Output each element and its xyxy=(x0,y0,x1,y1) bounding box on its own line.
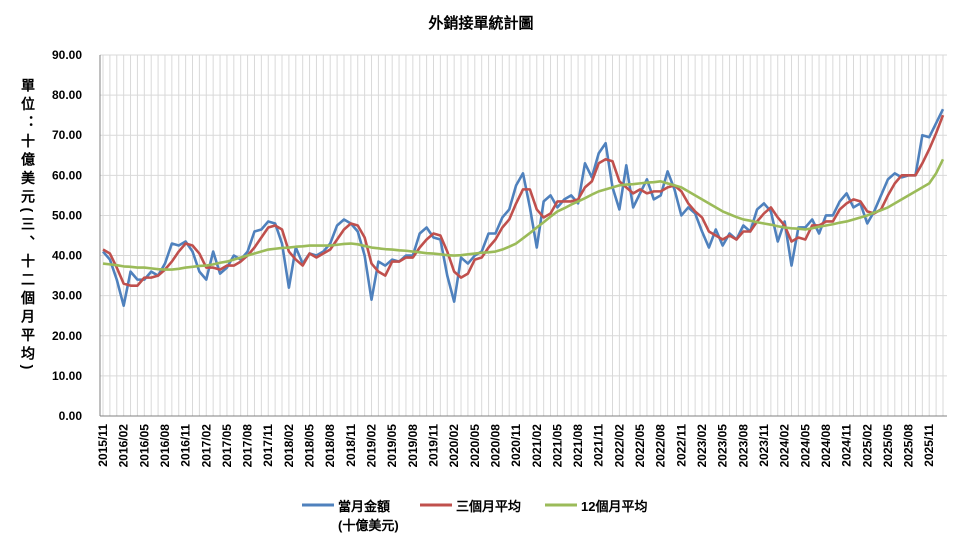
x-tick-label: 2022/05 xyxy=(633,424,647,468)
y-tick-label: 70.00 xyxy=(52,128,82,142)
x-tick-label: 2016/05 xyxy=(137,424,151,468)
x-tick-label: 2017/08 xyxy=(241,424,255,468)
x-tick-label: 2021/02 xyxy=(530,424,544,468)
x-tick-label: 2018/02 xyxy=(282,424,296,468)
legend-label: 12個月平均 xyxy=(581,499,648,514)
x-tick-label: 2017/05 xyxy=(220,424,234,468)
x-tick-label: 2025/08 xyxy=(902,424,916,468)
x-tick-label: 2023/05 xyxy=(716,424,730,468)
x-tick-label: 2019/05 xyxy=(385,424,399,468)
x-tick-label: 2025/05 xyxy=(881,424,895,468)
x-tick-label: 2020/02 xyxy=(447,424,461,468)
x-tick-label: 2018/11 xyxy=(344,424,358,467)
y-tick-label: 90.00 xyxy=(52,48,82,62)
x-tick-label: 2024/08 xyxy=(819,424,833,468)
y-tick-label: 30.00 xyxy=(52,289,82,303)
legend-label: 三個月平均 xyxy=(456,499,522,514)
x-tick-label: 2022/11 xyxy=(674,424,688,467)
x-tick-label: 2020/11 xyxy=(509,424,523,467)
x-tick-label: 2019/11 xyxy=(426,424,440,467)
series-line xyxy=(102,158,945,271)
y-tick-label: 0.00 xyxy=(59,409,83,423)
series-line xyxy=(102,114,945,287)
x-tick-label: 2020/05 xyxy=(468,424,482,468)
x-tick-label: 2025/11 xyxy=(922,424,936,467)
x-tick-label: 2017/02 xyxy=(199,424,213,468)
x-tick-label: 2025/02 xyxy=(860,424,874,468)
x-tick-label: 2016/08 xyxy=(158,424,172,468)
x-tick-label: 2015/11 xyxy=(96,424,110,467)
x-tick-label: 2021/11 xyxy=(592,424,606,467)
x-tick-label: 2020/08 xyxy=(488,424,502,468)
x-tick-label: 2023/11 xyxy=(757,424,771,467)
x-tick-label: 2021/05 xyxy=(550,424,564,468)
x-tick-label: 2024/02 xyxy=(778,424,792,468)
x-tick-label: 2018/05 xyxy=(303,424,317,468)
y-axis-label: 單位：十億美元(三、十二個月平均) xyxy=(20,78,36,374)
y-tick-label: 80.00 xyxy=(52,88,82,102)
y-tick-label: 60.00 xyxy=(52,168,82,182)
x-tick-label: 2023/08 xyxy=(736,424,750,468)
chart-title: 外銷接單統計圖 xyxy=(427,14,533,32)
x-tick-label: 2018/08 xyxy=(323,424,337,468)
x-tick-label: 2017/11 xyxy=(261,424,275,467)
x-tick-label: 2016/11 xyxy=(179,424,193,467)
x-tick-label: 2024/05 xyxy=(798,424,812,468)
x-tick-label: 2024/11 xyxy=(840,424,854,467)
x-tick-label: 2021/08 xyxy=(571,424,585,468)
y-tick-label: 50.00 xyxy=(52,208,82,222)
y-tick-label: 10.00 xyxy=(52,369,82,383)
x-tick-label: 2019/02 xyxy=(365,424,379,468)
y-tick-label: 20.00 xyxy=(52,329,82,343)
x-tick-label: 2022/02 xyxy=(612,424,626,468)
x-tick-label: 2019/08 xyxy=(406,424,420,468)
x-tick-label: 2023/02 xyxy=(695,424,709,468)
x-tick-label: 2022/08 xyxy=(654,424,668,468)
x-tick-label: 2016/02 xyxy=(117,424,131,468)
y-tick-label: 40.00 xyxy=(52,249,82,263)
legend-label: 當月金額 (十億美元) xyxy=(338,499,399,533)
